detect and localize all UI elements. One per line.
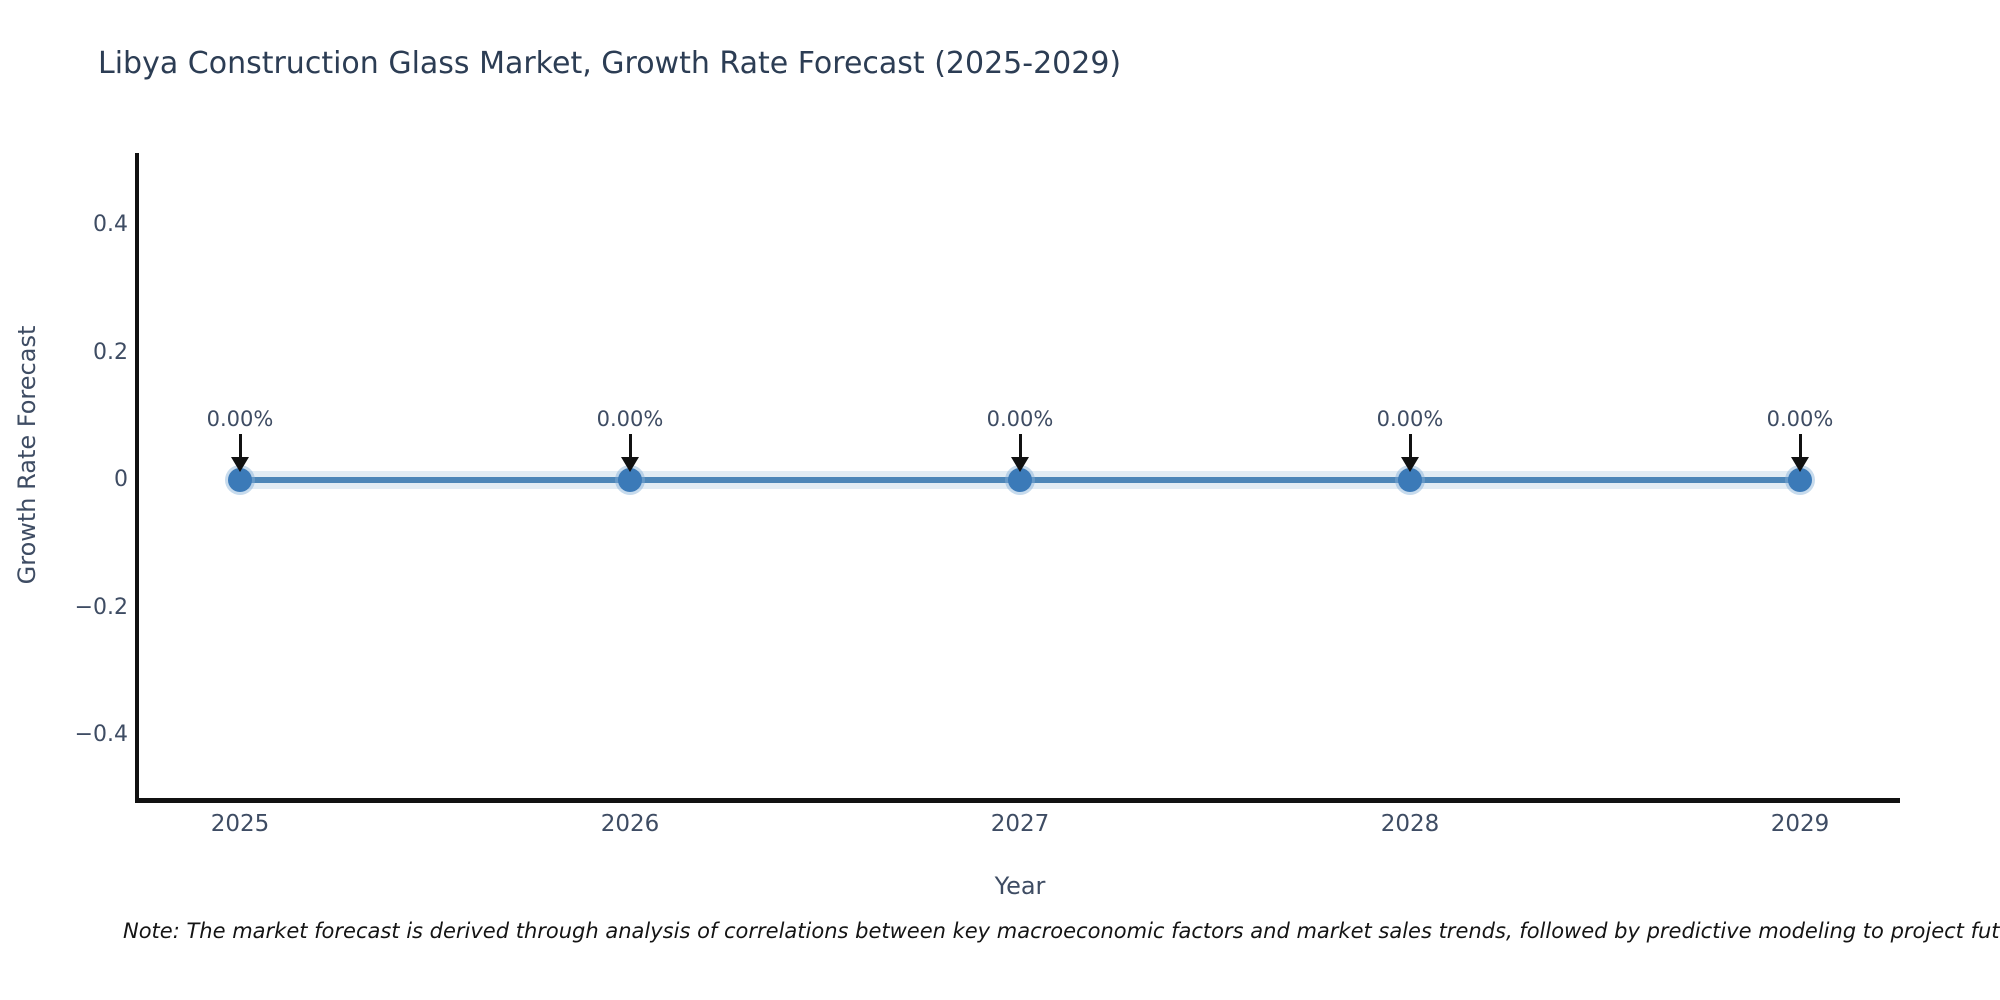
x-tick-label: 2027 <box>990 811 1050 837</box>
annotation-arrow-head <box>621 457 639 472</box>
x-axis-title: Year <box>994 872 1046 900</box>
annotation-arrow-head <box>1401 457 1419 472</box>
point-value-label: 0.00% <box>1376 407 1444 431</box>
data-point-marker <box>1398 468 1422 492</box>
point-value-label: 0.00% <box>1766 407 1834 431</box>
data-point-marker <box>228 468 252 492</box>
y-tick-label: −0.4 <box>74 722 128 747</box>
point-value-label: 0.00% <box>596 407 664 431</box>
y-tick-label: 0.4 <box>93 212 128 237</box>
footnote: Note: The market forecast is derived thr… <box>123 919 2000 943</box>
y-tick-label: 0 <box>114 467 128 492</box>
data-point-marker <box>1008 468 1032 492</box>
x-tick-label: 2029 <box>1770 811 1830 837</box>
chart-title: Libya Construction Glass Market, Growth … <box>98 46 1122 81</box>
annotation-arrow-head <box>1011 457 1029 472</box>
annotation-arrow-stem <box>628 434 632 460</box>
y-tick-label: 0.2 <box>93 339 128 365</box>
data-point-marker <box>618 468 642 492</box>
point-value-label: 0.00% <box>986 407 1054 431</box>
annotation-arrow-stem <box>1408 434 1412 460</box>
y-tick-label: −0.2 <box>74 594 128 620</box>
annotation-arrow-stem <box>1018 434 1022 460</box>
x-tick-label: 2028 <box>1380 811 1440 837</box>
data-point-marker <box>1788 468 1812 492</box>
x-tick-label: 2026 <box>600 811 660 837</box>
annotation-arrow-head <box>231 457 249 472</box>
y-axis-line <box>135 153 139 803</box>
x-tick-label: 2025 <box>210 811 270 837</box>
point-value-label: 0.00% <box>206 407 274 431</box>
x-axis-line <box>135 798 1900 803</box>
annotation-arrow-stem <box>238 434 242 460</box>
annotation-arrow-stem <box>1798 434 1802 460</box>
annotation-arrow-head <box>1791 457 1809 472</box>
